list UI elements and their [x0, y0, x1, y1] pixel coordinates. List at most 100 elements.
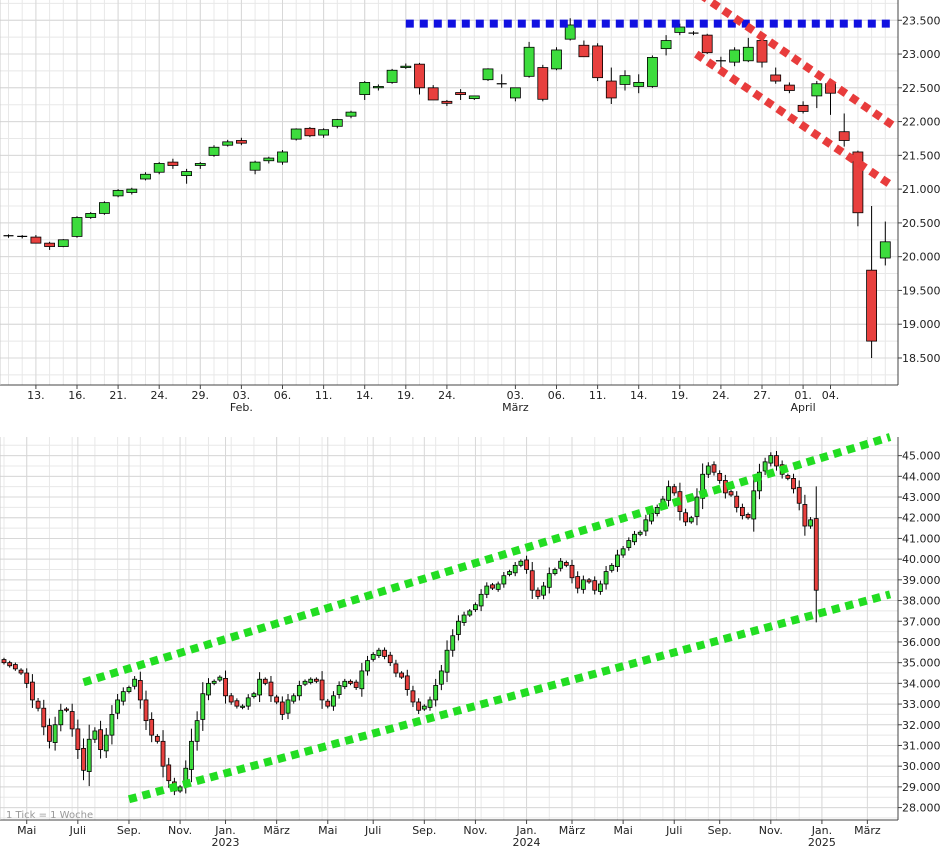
- y-tick-label: 19.500: [902, 284, 941, 297]
- candle-body-up: [181, 171, 193, 177]
- candle-body-up: [808, 519, 813, 527]
- candle-body-up: [509, 87, 521, 99]
- candle-body-up: [729, 49, 740, 63]
- candle: [177, 785, 183, 793]
- candle-body-down: [69, 711, 75, 730]
- candle-body-up: [257, 678, 263, 696]
- candle-body-down: [304, 127, 316, 137]
- candle-body-down: [605, 80, 617, 99]
- candle-body-down: [41, 707, 47, 728]
- candle: [546, 567, 552, 594]
- candle: [359, 662, 365, 697]
- candle-body-up: [564, 24, 576, 40]
- candle-body-down: [235, 140, 247, 144]
- candle-body-down: [717, 473, 723, 481]
- candle: [643, 514, 649, 537]
- candle: [235, 137, 247, 146]
- candle: [285, 693, 291, 720]
- candle: [44, 241, 55, 250]
- y-tick-label: 23.000: [902, 48, 941, 61]
- x-tick-label: Mai: [613, 824, 632, 837]
- channel-top-line: [82, 433, 892, 687]
- candle: [484, 582, 490, 599]
- candle-body-up: [694, 496, 700, 517]
- candle: [404, 669, 410, 696]
- candle-body-up: [208, 146, 220, 156]
- candle-body-up: [649, 513, 654, 522]
- candle: [52, 716, 58, 751]
- candle-body-down: [756, 40, 768, 63]
- candle-body-down: [563, 562, 569, 566]
- y-tick-label: 38.000: [902, 595, 941, 608]
- candle-body-down: [441, 100, 453, 104]
- y-tick-label: 31.000: [902, 739, 941, 752]
- candle: [569, 559, 575, 584]
- candle-body-up: [251, 693, 257, 698]
- candle: [208, 145, 220, 157]
- y-tick-label: 37.000: [902, 615, 941, 628]
- tick-footnote: 1 Tick = 1 Woche: [6, 810, 94, 821]
- candle: [688, 31, 699, 36]
- candle-body-up: [342, 680, 348, 688]
- y-tick-label: 23.500: [902, 14, 941, 27]
- candle-body-down: [399, 672, 405, 678]
- candle-body-down: [268, 681, 274, 697]
- x-tick-label: 03.: [233, 389, 251, 402]
- candle: [791, 473, 796, 494]
- candle-body-up: [194, 163, 206, 166]
- candle-body-up: [120, 691, 126, 702]
- candle: [808, 517, 813, 529]
- candle: [296, 680, 302, 701]
- candle-body-down: [711, 464, 717, 473]
- candle-body-down: [98, 729, 103, 751]
- candle: [126, 187, 138, 195]
- candle-body-up: [85, 213, 97, 218]
- candle-body-up: [217, 676, 223, 681]
- candle-body-up: [86, 738, 92, 772]
- candle: [17, 235, 28, 239]
- candle: [421, 704, 427, 711]
- y-tick-label: 43.000: [902, 491, 941, 504]
- candle: [529, 561, 535, 599]
- candle: [762, 457, 768, 476]
- candle: [564, 18, 576, 41]
- x-tick-label: Nov.: [759, 824, 783, 837]
- candle: [313, 677, 319, 684]
- candle-body-up: [660, 40, 672, 50]
- candle-body-down: [745, 514, 751, 519]
- candle: [784, 82, 795, 94]
- candle-body-up: [263, 157, 275, 162]
- candle-body-up: [291, 695, 297, 702]
- x-tick-label: Juli: [364, 824, 381, 837]
- candle: [495, 581, 501, 592]
- candle-body-up: [879, 241, 891, 259]
- candle-body-up: [507, 571, 512, 575]
- candle-body-up: [433, 685, 439, 701]
- candle: [372, 84, 384, 91]
- candle: [705, 462, 711, 478]
- x-tick-label: 04.: [822, 389, 840, 402]
- candle: [319, 671, 325, 709]
- candle-body-up: [512, 564, 518, 574]
- candle: [234, 698, 240, 709]
- candle: [524, 555, 529, 574]
- candle: [535, 587, 541, 600]
- candle-body-up: [482, 68, 494, 81]
- x-tick-label: 01.: [794, 389, 812, 402]
- candle-body-down: [81, 747, 86, 771]
- y-tick-label: 44.000: [902, 470, 941, 483]
- candle: [728, 489, 734, 497]
- candle-body-up: [153, 163, 165, 173]
- y-tick-label: 34.000: [902, 677, 941, 690]
- candle: [537, 64, 549, 102]
- candle: [387, 651, 393, 667]
- candle-body-up: [427, 699, 433, 708]
- candle-body-down: [30, 236, 42, 244]
- candle-body-down: [791, 478, 796, 490]
- candle: [393, 659, 399, 678]
- candle: [879, 221, 891, 266]
- x-tick-label: Nov.: [463, 824, 487, 837]
- x-tick-label: März: [263, 824, 290, 837]
- candle-body-up: [177, 786, 183, 792]
- candle-body-up: [109, 714, 115, 736]
